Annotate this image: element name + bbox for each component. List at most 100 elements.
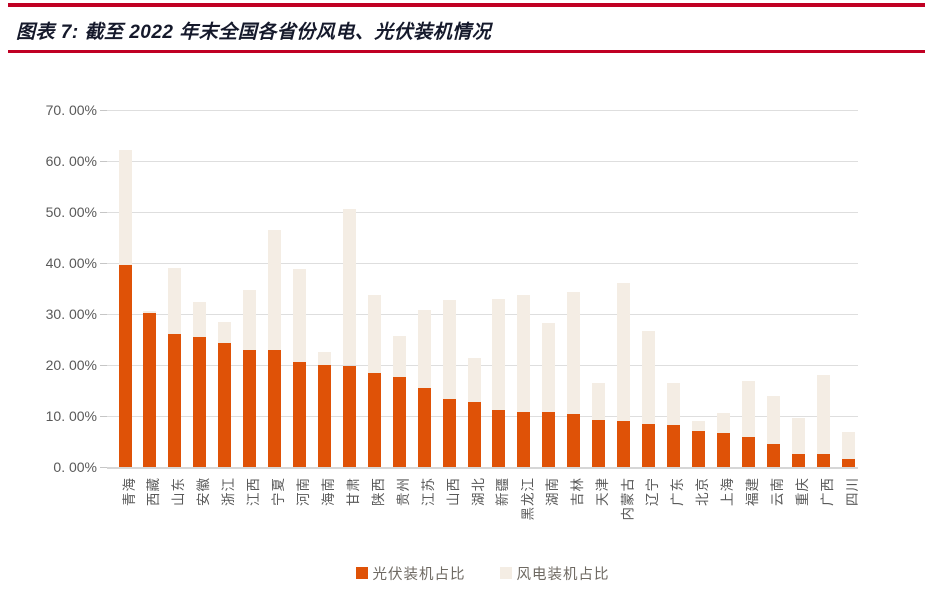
bar-wind bbox=[791, 418, 805, 454]
bar-pv bbox=[841, 458, 855, 467]
y-axis-tick bbox=[100, 110, 107, 111]
y-axis-tick bbox=[100, 161, 107, 162]
bar-wind bbox=[816, 375, 830, 455]
bar-wind bbox=[716, 412, 730, 434]
bar-wind bbox=[442, 300, 456, 399]
legend-item-wind: 风电装机占比 bbox=[499, 563, 610, 584]
y-axis-tick bbox=[100, 416, 107, 417]
gridline bbox=[107, 263, 858, 264]
bar-pv bbox=[367, 372, 381, 467]
x-axis-line bbox=[107, 467, 858, 469]
bar-pv bbox=[268, 350, 282, 467]
bar-wind bbox=[467, 357, 481, 403]
bar-wind bbox=[218, 321, 232, 344]
x-axis-label-text: 新疆 bbox=[495, 477, 511, 506]
bar-pv bbox=[642, 423, 656, 467]
bar-wind bbox=[691, 421, 705, 431]
bar-wind bbox=[392, 336, 406, 377]
bar-pv bbox=[791, 453, 805, 467]
x-axis-label-text: 山东 bbox=[171, 477, 187, 506]
x-axis-label-text: 四川 bbox=[844, 477, 860, 506]
y-axis-label: 0. 00% bbox=[53, 459, 97, 475]
bar-wind bbox=[517, 294, 531, 412]
chart-legend: 光伏装机占比 风电装机占比 bbox=[107, 561, 858, 585]
x-axis-label-text: 内蒙古 bbox=[620, 477, 636, 521]
bar-pv bbox=[741, 437, 755, 467]
x-axis-label-text: 辽宁 bbox=[645, 477, 661, 506]
y-axis-label: 50. 00% bbox=[45, 204, 97, 220]
bar-pv bbox=[417, 388, 431, 467]
bar-pv bbox=[317, 365, 331, 467]
x-axis-label-text: 江西 bbox=[246, 477, 262, 506]
bar-wind bbox=[617, 283, 631, 422]
bar-wind bbox=[118, 150, 132, 266]
bar-pv bbox=[617, 421, 631, 467]
x-axis-label-text: 宁夏 bbox=[271, 477, 287, 506]
x-axis-label-text: 北京 bbox=[694, 477, 710, 506]
x-axis-label-text: 青海 bbox=[121, 477, 137, 506]
bar-pv bbox=[218, 343, 232, 467]
y-axis-label: 20. 00% bbox=[45, 357, 97, 373]
legend-item-pv: 光伏装机占比 bbox=[355, 563, 466, 584]
bar-pv bbox=[442, 398, 456, 467]
bar-wind bbox=[567, 291, 581, 414]
bar-pv bbox=[592, 420, 606, 467]
y-axis-tick bbox=[100, 314, 107, 315]
x-axis-label-text: 海南 bbox=[320, 477, 336, 506]
title-rule-bottom bbox=[8, 50, 925, 53]
y-axis-label: 60. 00% bbox=[45, 153, 97, 169]
bar-pv bbox=[193, 337, 207, 467]
bar-pv bbox=[293, 362, 307, 467]
bar-wind bbox=[168, 267, 182, 335]
bar-pv bbox=[168, 334, 182, 467]
bar-pv bbox=[816, 454, 830, 467]
bar-wind bbox=[293, 268, 307, 363]
bar-wind bbox=[666, 383, 680, 425]
x-axis-label-text: 广西 bbox=[819, 477, 835, 506]
x-axis-label-text: 上海 bbox=[719, 477, 735, 506]
y-axis-tick bbox=[100, 263, 107, 264]
bar-pv bbox=[467, 402, 481, 467]
bar-wind bbox=[143, 310, 157, 314]
bar-wind bbox=[417, 309, 431, 389]
bar-pv bbox=[567, 413, 581, 467]
bar-pv bbox=[342, 365, 356, 467]
bar-pv bbox=[517, 411, 531, 467]
bar-pv bbox=[118, 265, 132, 467]
gridline bbox=[107, 110, 858, 111]
bar-pv bbox=[666, 424, 680, 467]
gridline bbox=[107, 314, 858, 315]
y-axis-tick bbox=[100, 467, 107, 468]
x-axis-label-text: 安徽 bbox=[196, 477, 212, 506]
title-rule-top bbox=[8, 3, 925, 7]
bar-pv bbox=[716, 433, 730, 467]
x-axis-label-text: 陕西 bbox=[370, 477, 386, 506]
bar-wind bbox=[542, 323, 556, 412]
x-axis-label-text: 天津 bbox=[595, 477, 611, 506]
x-axis-label-text: 山西 bbox=[445, 477, 461, 506]
bar-pv bbox=[143, 313, 157, 467]
x-axis-label-text: 河南 bbox=[296, 477, 312, 506]
bar-pv bbox=[542, 411, 556, 467]
chart-title: 图表 7: 截至 2022 年末全国各省份风电、光伏装机情况 bbox=[16, 22, 492, 43]
bar-wind bbox=[492, 299, 506, 410]
x-axis-label-text: 福建 bbox=[744, 477, 760, 506]
bar-pv bbox=[766, 444, 780, 467]
x-axis-label-text: 贵州 bbox=[395, 477, 411, 506]
bar-wind bbox=[766, 396, 780, 445]
y-axis-tick bbox=[100, 365, 107, 366]
y-axis-tick bbox=[100, 212, 107, 213]
y-axis-label: 30. 00% bbox=[45, 306, 97, 322]
x-axis-label-text: 西藏 bbox=[146, 477, 162, 506]
gridline bbox=[107, 212, 858, 213]
x-axis-label-text: 黑龙江 bbox=[520, 477, 536, 521]
y-axis-label: 40. 00% bbox=[45, 255, 97, 271]
x-axis-label-text: 甘肃 bbox=[345, 477, 361, 506]
bar-wind bbox=[367, 294, 381, 373]
legend-swatch-wind bbox=[499, 567, 512, 579]
legend-label-pv: 光伏装机占比 bbox=[372, 566, 466, 583]
bar-pv bbox=[691, 430, 705, 467]
bar-wind bbox=[342, 209, 356, 366]
x-axis-label-text: 吉林 bbox=[570, 477, 586, 506]
